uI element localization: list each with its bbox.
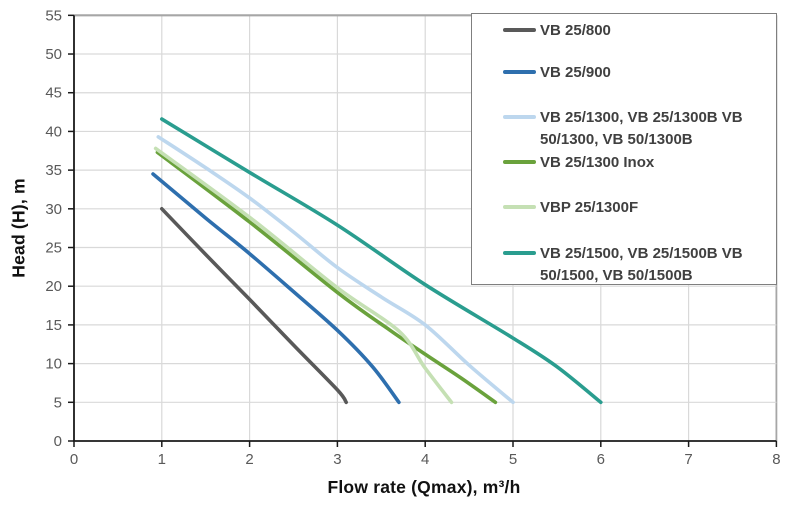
svg-text:25: 25 [45,240,62,257]
svg-text:8: 8 [772,451,780,468]
svg-text:0: 0 [54,433,62,450]
svg-text:5: 5 [54,394,62,411]
legend-swatch-3 [503,160,536,164]
legend-swatch-0 [503,28,536,32]
svg-text:2: 2 [245,451,253,468]
svg-text:0: 0 [70,451,78,468]
series-line-5 [160,117,603,405]
legend-label-3: VB 25/1300 Inox [540,154,655,171]
legend-swatch-2 [503,115,536,119]
svg-text:7: 7 [684,451,692,468]
legend-swatch-1 [503,70,536,74]
series-curves [151,117,603,405]
series-line-4 [153,146,454,405]
svg-text:6: 6 [597,451,605,468]
x-tick-labels: 0 1 2 3 4 5 6 7 8 [70,451,781,468]
svg-text:30: 30 [45,201,62,218]
svg-text:10: 10 [45,356,62,373]
legend-item-3: VB 25/1300 Inox [503,152,770,174]
x-axis-title: Flow rate (Qmax), m³/h [327,477,521,497]
legend-label-5: VB 25/1500, VB 25/1500B VB 50/1500, VB 50… [540,245,743,284]
legend-label-1: VB 25/900 [540,64,611,81]
svg-text:45: 45 [45,85,62,102]
y-axis-title: Head (H), m [8,178,29,278]
svg-text:15: 15 [45,317,62,334]
svg-text:50: 50 [45,46,62,63]
svg-text:4: 4 [421,451,429,468]
legend-label-4: VBP 25/1300F [540,199,639,216]
legend-swatch-4 [503,205,536,209]
series-line-0 [160,207,348,405]
svg-text:20: 20 [45,278,62,295]
legend-item-1: VB 25/900 [503,62,770,84]
series-line-2 [156,135,515,405]
series-line-1 [151,172,401,405]
y-tick-labels: 0 5 10 15 20 25 30 35 40 45 50 55 [45,7,62,450]
legend-label-2: VB 25/1300, VB 25/1300B VB 50/1300, VB 50… [540,109,743,148]
svg-text:40: 40 [45,123,62,140]
svg-text:3: 3 [333,451,341,468]
legend-item-2: VB 25/1300, VB 25/1300B VB 50/1300, VB 50… [503,107,770,150]
legend: VB 25/800 VB 25/900 VB 25/1300, VB 25/1300… [471,13,777,285]
legend-item-5: VB 25/1500, VB 25/1500B VB 50/1500, VB 50… [503,243,770,286]
svg-text:5: 5 [509,451,517,468]
svg-text:55: 55 [45,7,62,24]
svg-text:1: 1 [158,451,166,468]
axes [68,14,778,447]
svg-text:35: 35 [45,162,62,179]
legend-item-0: VB 25/800 [503,20,770,42]
series-line-3 [155,150,498,405]
legend-swatch-5 [503,251,536,255]
legend-item-4: VBP 25/1300F [503,197,770,219]
legend-label-0: VB 25/800 [540,22,611,39]
